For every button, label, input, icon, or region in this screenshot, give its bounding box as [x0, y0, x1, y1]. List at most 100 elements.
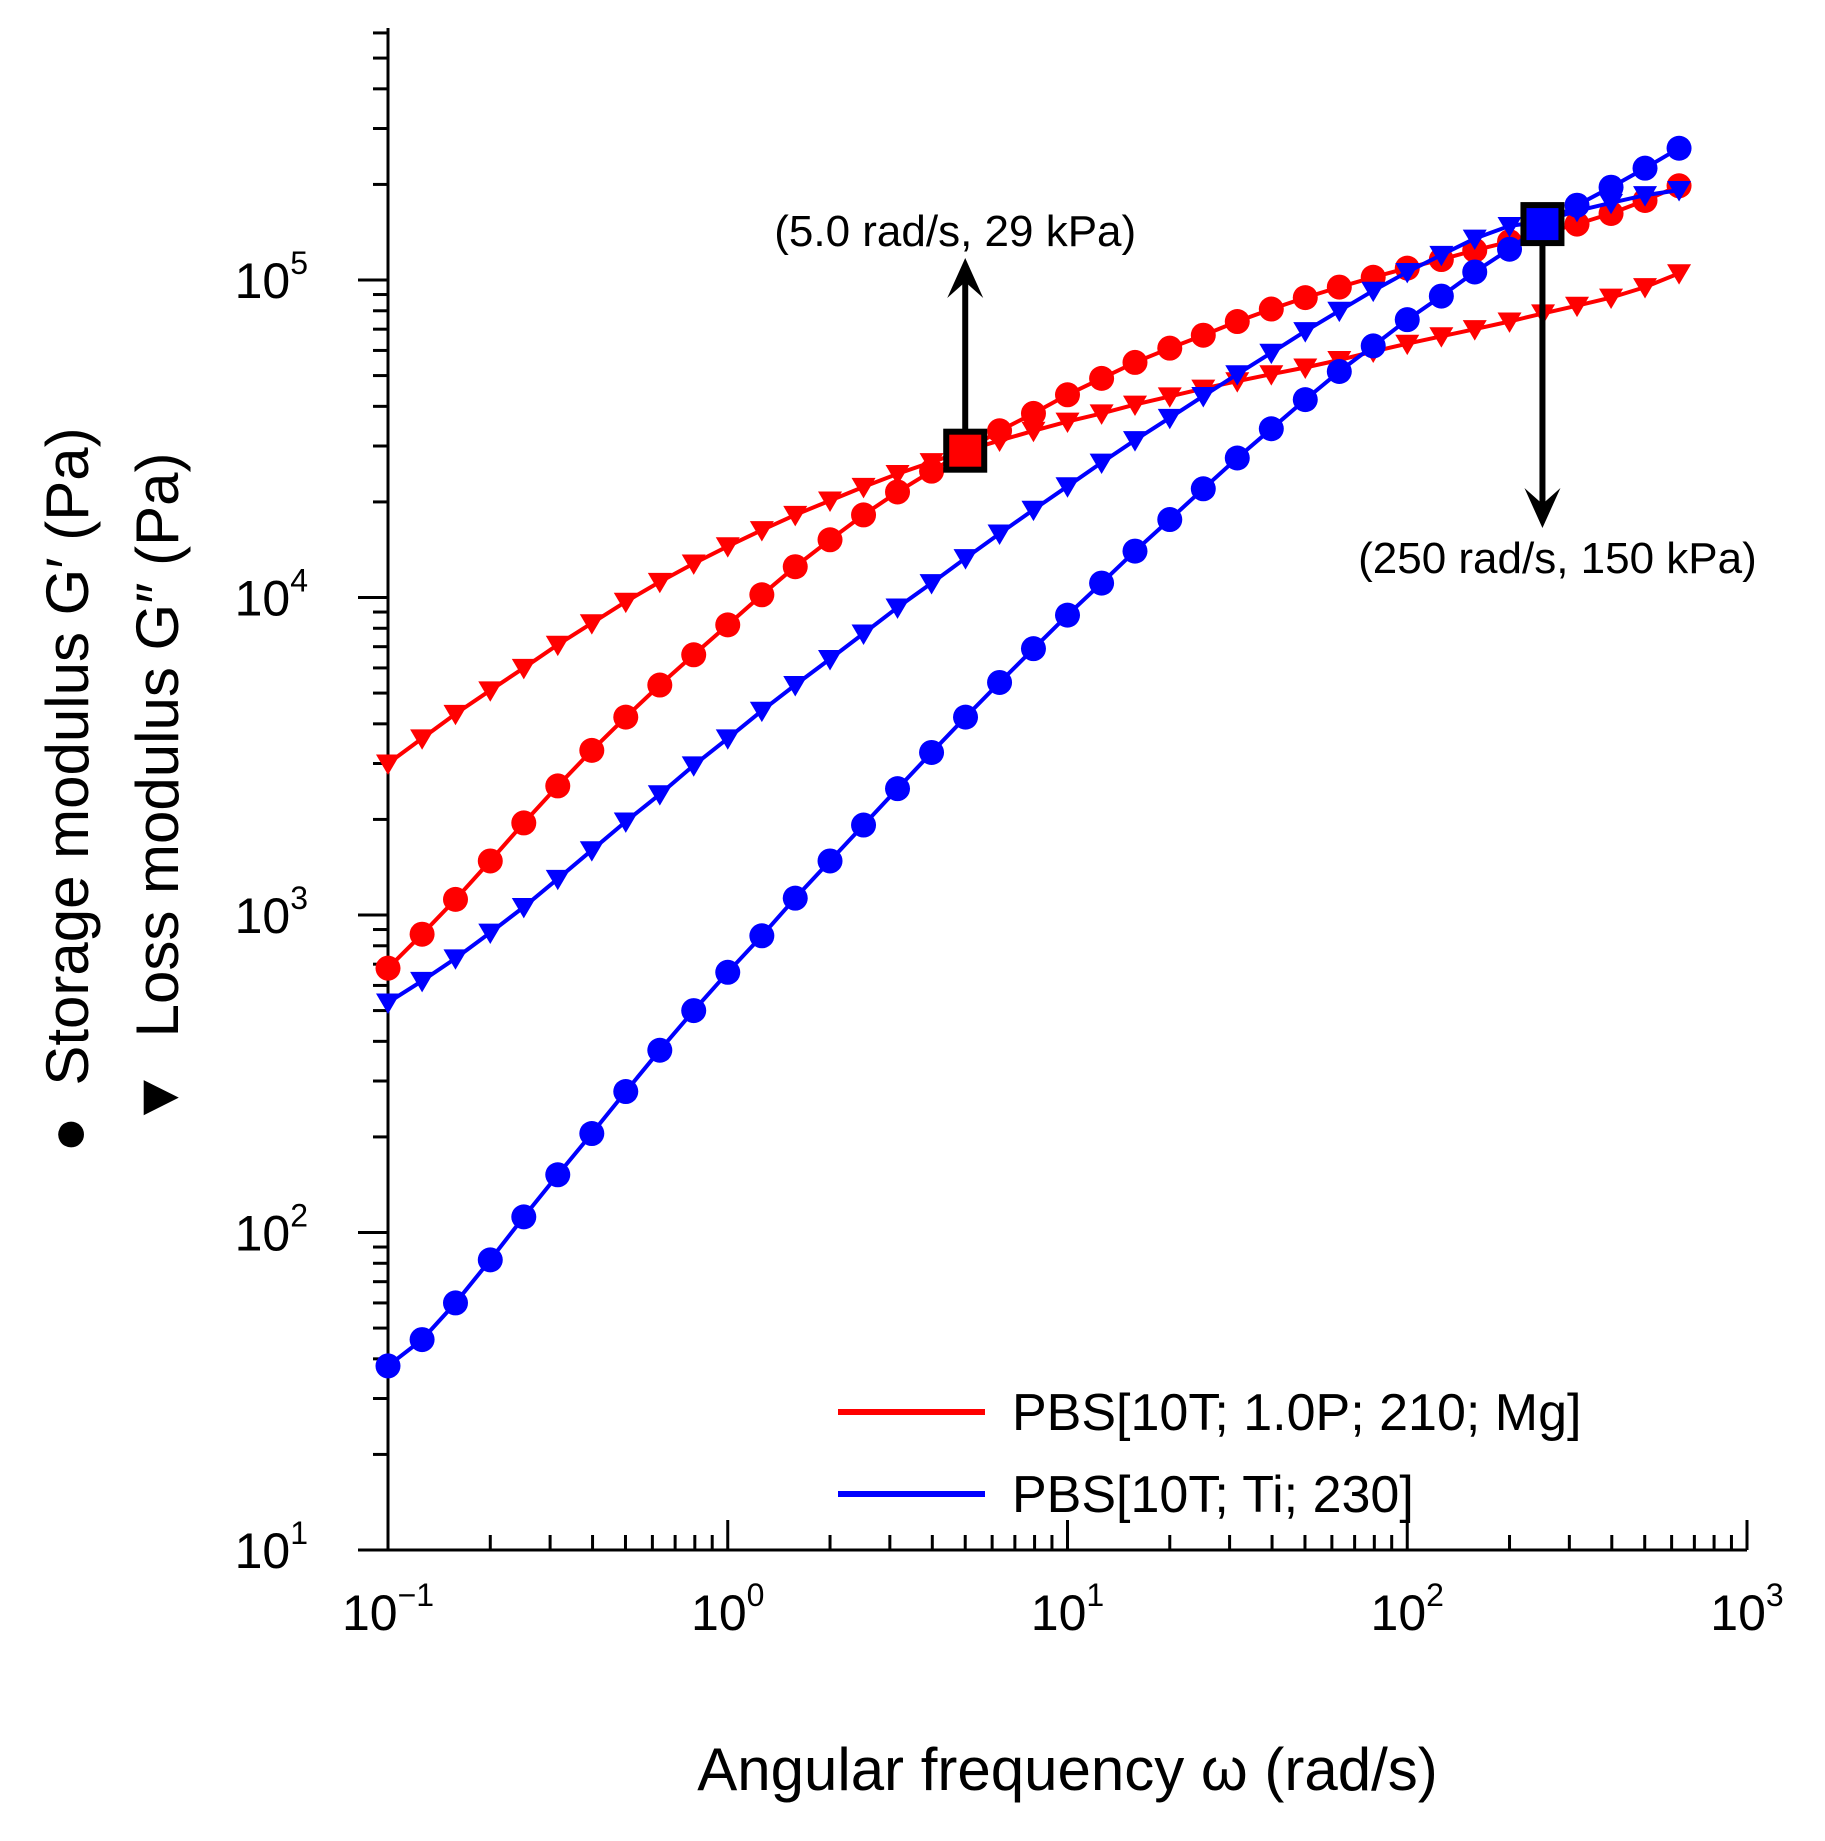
storage-modulus-point	[817, 527, 843, 553]
loss-modulus-point	[1395, 334, 1420, 356]
loss-modulus-point	[1462, 229, 1487, 251]
loss-modulus-point	[376, 993, 400, 1014]
loss-modulus-point	[1122, 431, 1147, 452]
y-tick-label: 103	[235, 880, 308, 944]
crossover-marker	[1520, 202, 1565, 247]
loss-modulus-point	[443, 949, 468, 970]
loss-modulus-point	[919, 453, 944, 474]
loss-modulus-point	[987, 431, 1012, 453]
storage-modulus-point	[511, 1204, 537, 1230]
storage-modulus-point	[613, 704, 639, 730]
storage-modulus-point	[409, 1327, 435, 1353]
loss-modulus-point	[919, 574, 944, 595]
loss-modulus-point	[715, 537, 740, 558]
loss-modulus-label: Loss modulus G″ (Pa)	[124, 453, 191, 1038]
loss-modulus-line	[386, 188, 1680, 1005]
storage-modulus-point	[1224, 445, 1250, 471]
loss-modulus-point	[749, 521, 774, 542]
loss-modulus-point	[1191, 387, 1216, 408]
loss-modulus-point	[953, 549, 978, 570]
loss-modulus-point	[1565, 296, 1590, 318]
storage-modulus-point	[987, 669, 1013, 695]
storage-modulus-point	[1020, 400, 1046, 426]
storage-modulus-point	[1122, 349, 1148, 375]
storage-modulus-point	[1190, 476, 1216, 502]
loss-modulus-point	[1259, 365, 1284, 386]
loss-modulus-point	[681, 756, 706, 777]
loss-modulus-point	[1599, 288, 1624, 310]
series-group	[375, 135, 1692, 1379]
y-tick-label: 105	[235, 245, 308, 309]
storage-modulus-point	[681, 998, 707, 1024]
storage-modulus-point	[1122, 538, 1148, 564]
storage-modulus-point	[1598, 174, 1624, 200]
storage-modulus-point	[545, 773, 571, 799]
loss-modulus-point	[376, 754, 400, 775]
storage-modulus-point	[613, 1079, 639, 1105]
storage-modulus-point	[681, 642, 707, 668]
storage-modulus-point	[1258, 296, 1284, 322]
loss-modulus-point	[715, 729, 740, 750]
y-tick-label: 102	[235, 1198, 308, 1262]
storage-modulus-point	[1020, 636, 1046, 662]
loss-modulus-point	[783, 505, 808, 527]
loss-modulus-point	[1429, 327, 1454, 348]
storage-modulus-point	[782, 885, 808, 911]
crossover-marker	[943, 428, 988, 473]
loss-modulus-point	[1089, 404, 1114, 425]
storage-modulus-point	[647, 672, 673, 698]
storage-modulus-point	[749, 923, 775, 949]
storage-modulus-point	[511, 810, 537, 836]
loss-modulus-point	[818, 491, 843, 512]
loss-modulus-point	[783, 676, 808, 697]
crossover-label: (5.0 rad/s, 29 kPa)	[774, 207, 1136, 256]
storage-modulus-point	[579, 737, 605, 763]
loss-modulus-point	[647, 572, 672, 594]
loss-modulus-point	[1395, 262, 1420, 284]
loss-modulus-point	[885, 464, 910, 486]
loss-modulus-point	[1225, 365, 1250, 386]
annotation-arrow-head	[947, 258, 984, 298]
loss-modulus-point	[579, 841, 604, 862]
storage-modulus-point	[715, 959, 741, 985]
loss-modulus-point	[511, 897, 536, 919]
loss-modulus-point	[1633, 186, 1658, 207]
x-tick-label: 103	[1710, 1577, 1783, 1641]
annotation-arrow-head	[1524, 488, 1561, 528]
x-tick-label: 101	[1031, 1577, 1104, 1641]
storage-modulus-point	[1428, 283, 1454, 309]
loss-modulus-point	[443, 704, 468, 726]
plot-area	[375, 135, 1692, 1379]
loss-modulus-point	[851, 624, 876, 645]
storage-modulus-point	[1462, 259, 1488, 285]
storage-modulus-point	[409, 921, 435, 947]
loss-modulus-point	[410, 971, 435, 993]
storage-modulus-point	[1157, 335, 1183, 361]
storage-modulus-point	[1326, 274, 1352, 300]
loss-modulus-point	[1462, 320, 1487, 341]
storage-modulus-point	[1497, 236, 1523, 262]
loss-modulus-point	[545, 869, 570, 891]
storage-modulus-point	[1089, 365, 1115, 391]
loss-modulus-point	[545, 635, 570, 657]
loss-modulus-point	[579, 614, 604, 635]
circle-marker-symbol: ●	[34, 1116, 101, 1152]
loss-modulus-point	[818, 650, 843, 671]
storage-modulus-point	[1394, 307, 1420, 333]
annotations: (5.0 rad/s, 29 kPa) (250 rad/s, 150 kPa)	[774, 202, 1757, 583]
storage-modulus-point	[851, 502, 877, 528]
loss-modulus-point	[1157, 387, 1182, 408]
storage-modulus-point	[782, 554, 808, 580]
loss-modulus-point	[478, 681, 503, 702]
storage-modulus-point	[375, 955, 401, 981]
storage-modulus-point	[1360, 333, 1386, 359]
storage-modulus-point	[579, 1121, 605, 1147]
loss-modulus-point	[511, 658, 536, 680]
y-axis-title: ● Storage modulus G′ (Pa) ▼ Loss modulus…	[34, 427, 191, 1152]
loss-modulus-point	[1497, 216, 1522, 238]
y-axis-ticks: 101 102 103 104 105	[235, 31, 388, 1579]
storage-modulus-point	[442, 1290, 468, 1316]
axes: 10−1 100 101 102 103 101 102 103 104 105	[235, 28, 1784, 1641]
y-axis-title-storage: ● Storage modulus G′ (Pa)	[34, 427, 101, 1152]
